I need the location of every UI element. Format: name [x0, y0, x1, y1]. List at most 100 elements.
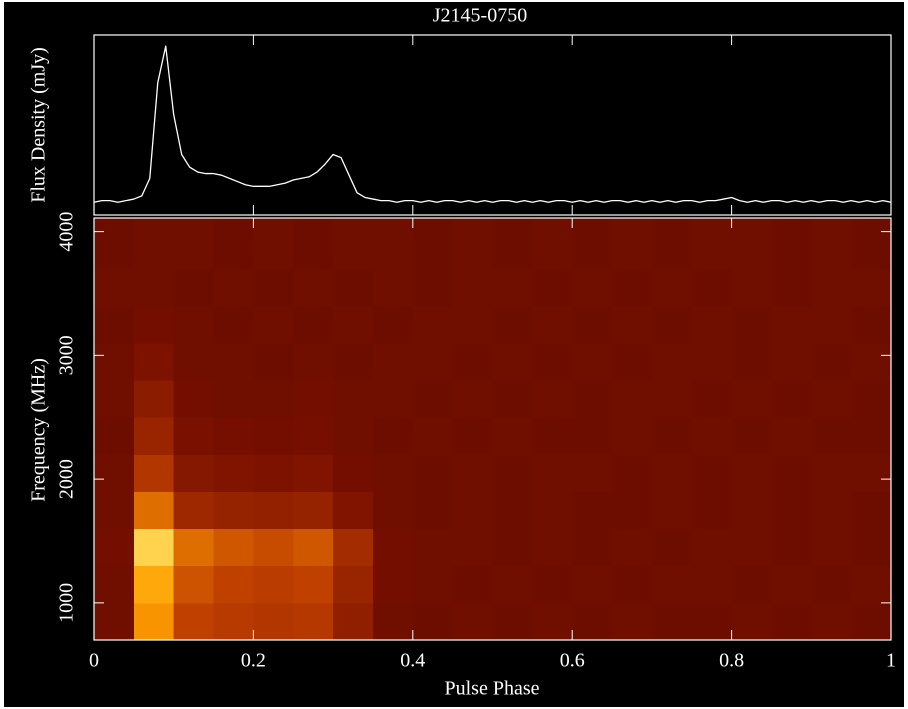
heatmap-cell — [94, 342, 135, 381]
heatmap-cell — [412, 380, 454, 418]
heatmap-cell — [372, 268, 414, 307]
heatmap-cell — [333, 342, 374, 381]
heatmap-cell — [691, 602, 733, 641]
heatmap-cell — [133, 342, 175, 381]
heatmap-cell — [612, 380, 653, 418]
heatmap-cell — [452, 491, 493, 530]
heatmap-cell — [133, 268, 175, 307]
heatmap-cell — [372, 602, 414, 641]
heatmap-cell — [811, 417, 852, 455]
heatmap-cell — [94, 491, 135, 530]
heatmap-cell — [253, 380, 294, 418]
heatmap-cell — [651, 305, 693, 344]
heatmap-cell — [651, 454, 693, 492]
heatmap-cell — [94, 305, 135, 344]
heatmap-cell — [213, 602, 254, 641]
heatmap-cell — [572, 528, 613, 567]
heatmap-cell — [731, 602, 772, 641]
heatmap-cell — [811, 565, 852, 604]
heatmap-cell — [133, 565, 175, 604]
heatmap-cell — [412, 218, 454, 270]
heatmap-cell — [771, 417, 812, 455]
heatmap-cell — [452, 417, 493, 455]
heatmap-cell — [532, 342, 573, 381]
y-axis-label: Flux Density (mJy) — [28, 47, 50, 203]
heatmap-cell — [293, 602, 334, 641]
heatmap-cell — [372, 491, 414, 530]
heatmap-cell — [811, 268, 852, 307]
y-axis-label: Frequency (MHz) — [28, 358, 50, 502]
heatmap-cell — [572, 565, 613, 604]
heatmap-cell — [811, 305, 852, 344]
y-tick-label: 1000 — [56, 583, 78, 623]
heatmap-cell — [731, 417, 772, 455]
heatmap-cell — [492, 417, 533, 455]
heatmap-cell — [293, 305, 334, 344]
heatmap-cell — [94, 417, 135, 455]
heatmap-cell — [213, 491, 254, 530]
heatmap-cell — [412, 417, 454, 455]
heatmap-cell — [731, 218, 772, 270]
heatmap-cell — [293, 528, 334, 567]
heatmap-cell — [253, 491, 294, 530]
heatmap-cell — [851, 342, 892, 381]
heatmap-cell — [412, 342, 454, 381]
heatmap-cell — [293, 218, 334, 270]
heatmap-cell — [372, 417, 414, 455]
heatmap-cell — [173, 454, 215, 492]
heatmap-cell — [612, 218, 653, 270]
heatmap-cell — [851, 491, 892, 530]
heatmap-cell — [173, 565, 215, 604]
heatmap-cell — [133, 602, 175, 641]
heatmap-cell — [572, 491, 613, 530]
heatmap-cell — [771, 565, 812, 604]
heatmap-cell — [133, 454, 175, 492]
heatmap-cell — [173, 380, 215, 418]
heatmap-cell — [213, 454, 254, 492]
heatmap-cell — [532, 454, 573, 492]
heatmap-cell — [771, 602, 812, 641]
heatmap-cell — [691, 491, 733, 530]
heatmap-cell — [851, 528, 892, 567]
heatmap-cell — [851, 218, 892, 270]
heatmap-cell — [731, 380, 772, 418]
heatmap-cell — [213, 417, 254, 455]
heatmap-cell — [572, 602, 613, 641]
heatmap-cell — [133, 417, 175, 455]
heatmap-cell — [612, 305, 653, 344]
heatmap-cell — [771, 454, 812, 492]
heatmap-cell — [133, 218, 175, 270]
heatmap-cell — [333, 417, 374, 455]
heatmap-cell — [691, 305, 733, 344]
heatmap-cell — [133, 305, 175, 344]
heatmap-cell — [612, 417, 653, 455]
heatmap-cell — [213, 268, 254, 307]
heatmap-cell — [691, 417, 733, 455]
heatmap-cell — [133, 528, 175, 567]
heatmap-cell — [333, 565, 374, 604]
heatmap-cell — [372, 305, 414, 344]
heatmap-cell — [213, 218, 254, 270]
x-tick-label: 0 — [89, 650, 99, 672]
heatmap-cell — [253, 454, 294, 492]
heatmap-cell — [492, 602, 533, 641]
heatmap-cell — [651, 380, 693, 418]
heatmap-cell — [253, 268, 294, 307]
heatmap-cell — [731, 528, 772, 567]
heatmap-cell — [532, 380, 573, 418]
heatmap-cell — [612, 602, 653, 641]
heatmap-cell — [372, 454, 414, 492]
heatmap-cell — [851, 602, 892, 641]
heatmap-cell — [851, 268, 892, 307]
heatmap-cell — [691, 528, 733, 567]
heatmap-cell — [651, 342, 693, 381]
heatmap-cell — [572, 268, 613, 307]
heatmap-cell — [412, 305, 454, 344]
heatmap-cell — [253, 602, 294, 641]
heatmap-cell — [492, 218, 533, 270]
heatmap-cell — [612, 565, 653, 604]
heatmap-cell — [492, 380, 533, 418]
heatmap-cell — [293, 491, 334, 530]
heatmap-cell — [811, 342, 852, 381]
heatmap-cell — [731, 268, 772, 307]
